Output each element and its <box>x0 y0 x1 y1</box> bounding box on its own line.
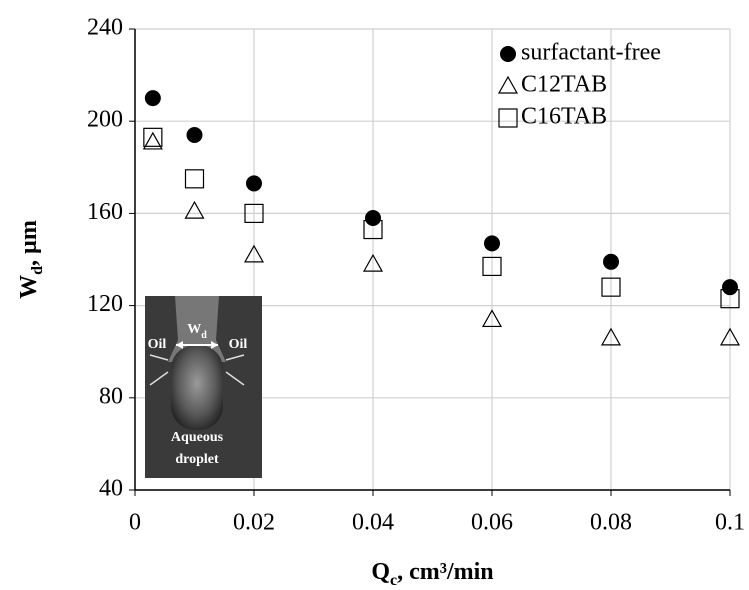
marker-circle <box>500 46 516 62</box>
y-axis-title: Wd, µm <box>16 220 47 299</box>
y-tick-label: 160 <box>87 199 123 225</box>
marker-circle <box>246 175 262 192</box>
marker-square <box>498 108 518 128</box>
y-tick-label: 80 <box>99 383 123 409</box>
inset-caption: Aqueous <box>171 430 224 445</box>
marker-square <box>363 219 383 240</box>
marker-circle <box>144 90 161 107</box>
y-tick-label: 120 <box>87 291 123 317</box>
marker-triangle <box>600 327 622 346</box>
marker-triangle <box>142 131 163 150</box>
marker-square <box>720 289 740 309</box>
inset-flow-arrow <box>149 371 169 386</box>
inset-width-part: d <box>201 330 207 341</box>
marker-circle <box>722 279 738 296</box>
inset-flow-arrow <box>225 354 245 361</box>
inset: Wd Oil Oil Aqueous droplet <box>145 296 262 478</box>
marker-circle <box>484 235 500 252</box>
x-axis-title-part: c <box>390 572 397 589</box>
inset-right-label: Oil <box>229 337 248 352</box>
x-axis-title-part: Q <box>371 559 390 585</box>
inset-flow-arrow <box>225 371 245 386</box>
marker-circle <box>365 210 381 227</box>
marker-square <box>601 277 621 297</box>
legend-label: C16TAB <box>521 104 607 130</box>
marker-square <box>184 169 205 189</box>
legend-label: surfactant-free <box>521 40 661 66</box>
inset-caption: droplet <box>175 452 219 467</box>
y-axis-title-part: d <box>29 266 46 275</box>
marker-circle <box>603 253 619 270</box>
inset-left-label: Oil <box>148 337 167 352</box>
inset-width-label: Wd <box>187 322 207 341</box>
y-tick-label: 40 <box>99 476 123 502</box>
y-axis-title-part: W <box>16 275 42 299</box>
marker-triangle <box>184 200 205 219</box>
marker-square <box>482 256 502 277</box>
marker-triangle <box>362 253 384 272</box>
inset-flow-arrow <box>149 354 169 361</box>
x-tick-label: 0.1 <box>715 510 745 536</box>
inset-droplet <box>171 345 223 430</box>
y-axis-title-part: , µm <box>16 220 42 266</box>
marker-square <box>143 127 163 147</box>
inset-width-part: W <box>187 322 201 337</box>
marker-triangle <box>719 327 741 346</box>
marker-triangle <box>481 309 503 328</box>
x-axis-title-part: , cm³/min <box>397 559 494 585</box>
x-tick-label: 0 <box>129 510 141 536</box>
x-tick-label: 0.02 <box>233 510 275 536</box>
marker-triangle <box>497 75 519 94</box>
y-tick-label: 200 <box>87 107 123 133</box>
y-tick-label: 240 <box>87 15 123 41</box>
legend-label: C12TAB <box>521 72 607 98</box>
x-tick-label: 0.04 <box>352 510 394 536</box>
x-axis-title: Qc, cm³/min <box>371 559 493 590</box>
marker-square <box>244 203 264 223</box>
marker-circle <box>186 127 203 144</box>
x-tick-label: 0.06 <box>471 510 513 536</box>
x-tick-label: 0.08 <box>590 510 632 536</box>
marker-triangle <box>243 244 265 263</box>
